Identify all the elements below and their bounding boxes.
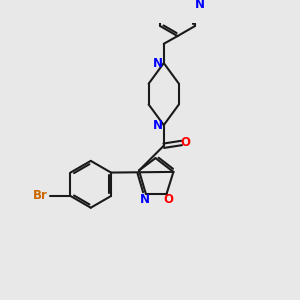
Text: N: N xyxy=(153,57,163,70)
Text: N: N xyxy=(195,0,205,11)
Text: O: O xyxy=(164,194,173,206)
Text: Br: Br xyxy=(33,190,48,202)
Text: N: N xyxy=(140,194,150,206)
Text: N: N xyxy=(153,118,163,132)
Text: O: O xyxy=(181,136,191,149)
